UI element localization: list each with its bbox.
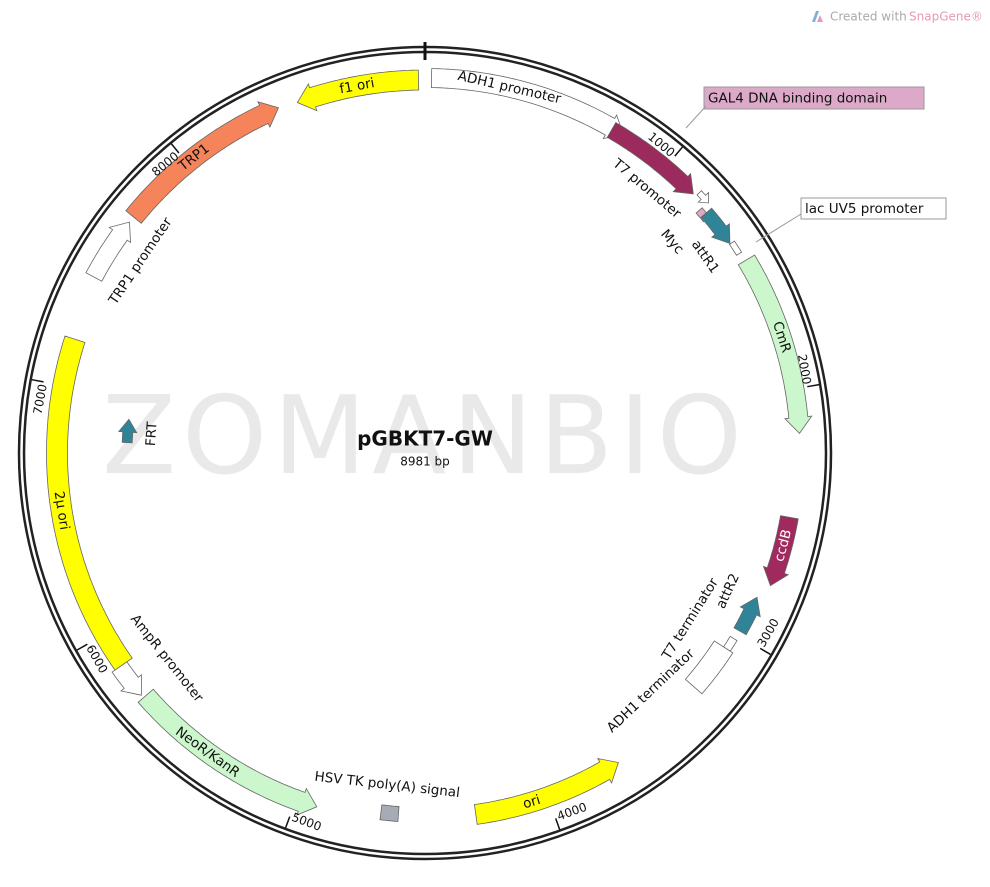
feature-label: HSV TK poly(A) signal xyxy=(314,769,461,801)
callout-box xyxy=(703,86,925,110)
feature-label: attR2 xyxy=(713,571,743,611)
feature-label: attR1 xyxy=(688,237,722,276)
feature-arrow xyxy=(700,207,731,244)
feature-label: FRT xyxy=(143,420,161,446)
tick-mark xyxy=(31,378,44,383)
feature-label: 2µ ori xyxy=(51,490,73,531)
tick-mark xyxy=(76,643,88,651)
credit: Created with xyxy=(830,10,907,24)
watermark: ZOMANBIO xyxy=(102,374,748,499)
feature-label: ori xyxy=(521,792,542,812)
callout-line xyxy=(685,105,707,129)
feature-arrow xyxy=(117,418,138,444)
feature-arrow xyxy=(137,688,318,816)
feature-arrow xyxy=(473,757,619,825)
feature-arrow xyxy=(733,596,761,636)
callout-box xyxy=(800,197,947,220)
tick-mark xyxy=(170,143,180,154)
feature-arrow xyxy=(46,335,133,671)
feature-arrow xyxy=(379,804,400,822)
tick-mark xyxy=(284,816,291,829)
tick-mark xyxy=(674,146,684,157)
snapgene-logo xyxy=(812,11,823,22)
brand: SnapGene® xyxy=(909,10,983,24)
callout-line xyxy=(755,213,802,243)
feature-arrow xyxy=(606,122,694,195)
tick-label: 4000 xyxy=(555,800,588,823)
feature-arrow xyxy=(762,515,799,587)
callout-label: lac UV5 promoter xyxy=(805,201,924,217)
feature-arrow xyxy=(684,640,734,695)
feature-label: ADH1 terminator xyxy=(604,645,698,736)
tick-label: 7000 xyxy=(31,383,50,416)
callout-label: GAL4 DNA binding domain xyxy=(708,91,887,107)
feature-arrow xyxy=(728,240,743,256)
feature-arrow xyxy=(696,190,710,204)
plasmid-name: pGBKT7-GW xyxy=(357,427,493,451)
feature-arrow xyxy=(737,254,813,435)
feature-arrow xyxy=(125,101,280,224)
tick-label: 5000 xyxy=(290,810,324,834)
tick-mark xyxy=(759,647,771,656)
feature-label: f1 ori xyxy=(338,75,376,97)
feature-label: ccdB xyxy=(771,528,795,564)
tick-label: 2000 xyxy=(795,353,814,385)
plasmid-size: 8981 bp xyxy=(400,455,450,469)
feature-arrow xyxy=(85,221,131,282)
feature-label: Myc xyxy=(657,226,687,257)
feature-arrow xyxy=(296,69,420,112)
tick-mark xyxy=(554,818,561,830)
feature-arrow xyxy=(111,661,142,696)
tick-mark xyxy=(807,383,820,388)
